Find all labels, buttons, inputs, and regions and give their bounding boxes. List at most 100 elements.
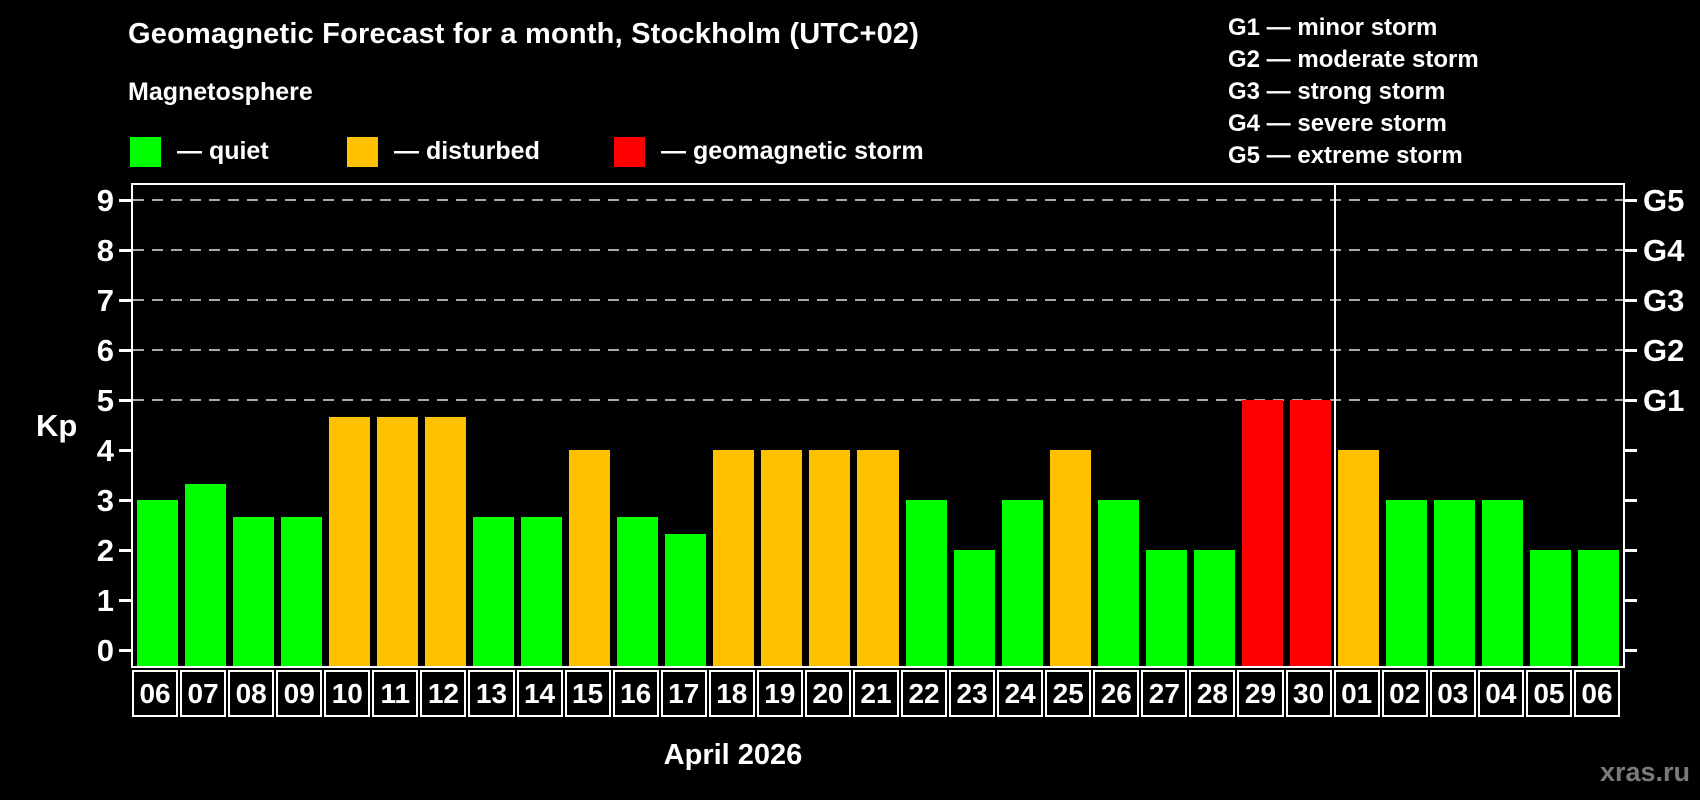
- bar-day-05: [1530, 550, 1572, 666]
- chart-title: Geomagnetic Forecast for a month, Stockh…: [128, 18, 920, 50]
- chart-subtitle: Magnetosphere: [128, 78, 313, 106]
- date-cell-01: 01: [1333, 670, 1380, 717]
- quiet-swatch-icon: [130, 136, 161, 167]
- bar-day-18: [713, 450, 755, 666]
- date-cell-18: 18: [708, 670, 755, 717]
- date-cell-30: 30: [1285, 670, 1332, 717]
- bar-day-19: [761, 450, 803, 666]
- date-cell-29: 29: [1237, 670, 1284, 717]
- right-tick-kp1: [1625, 598, 1637, 602]
- bar-day-06: [1578, 550, 1620, 666]
- date-cell-05: 05: [1525, 670, 1572, 717]
- legend-item-quiet: — quiet: [130, 136, 269, 167]
- right-tick-kp0: [1625, 648, 1637, 652]
- bar-day-25: [1049, 450, 1091, 666]
- left-tick-kp9: [119, 198, 131, 202]
- bar-day-06: [136, 500, 178, 666]
- bar-day-23: [953, 550, 995, 666]
- date-cell-28: 28: [1189, 670, 1236, 717]
- bar-day-16: [617, 516, 659, 666]
- gridline-kp5: [133, 399, 1623, 401]
- bar-day-29: [1241, 400, 1284, 666]
- date-cell-03: 03: [1429, 670, 1476, 717]
- date-cell-27: 27: [1141, 670, 1188, 717]
- bar-day-09: [280, 516, 322, 666]
- legend-label-disturbed: — disturbed: [394, 137, 540, 165]
- date-cell-09: 09: [276, 670, 323, 717]
- g-scale-legend: G1 — minor storm G2 — moderate storm G3 …: [1228, 12, 1479, 172]
- date-cell-02: 02: [1381, 670, 1428, 717]
- bar-day-21: [857, 450, 899, 666]
- date-cell-20: 20: [804, 670, 851, 717]
- date-row: 06 07 08 09 10 11 12 13 14 15 16 17 18 19 20 21 22 23 24 25…: [131, 670, 1625, 717]
- date-cell-12: 12: [420, 670, 467, 717]
- right-tick-kp5: [1625, 398, 1637, 402]
- legend-item-storm: — geomagnetic storm: [614, 136, 924, 167]
- date-cell-04: 04: [1477, 670, 1524, 717]
- bar-day-03: [1434, 500, 1476, 666]
- g-axis-label-g2: G2: [1643, 332, 1685, 368]
- bar-day-12: [424, 416, 466, 666]
- right-tick-kp6: [1625, 348, 1637, 352]
- bar-day-15: [569, 450, 611, 666]
- left-tick-kp4: [119, 448, 131, 452]
- bar-day-04: [1482, 500, 1524, 666]
- date-cell-16: 16: [612, 670, 659, 717]
- date-cell-23: 23: [949, 670, 996, 717]
- bar-day-17: [665, 533, 707, 666]
- ytick-label-1: 1: [96, 582, 114, 618]
- right-tick-kp9: [1625, 198, 1637, 202]
- bar-day-10: [328, 416, 370, 666]
- g-axis-label-g3: G3: [1643, 282, 1685, 318]
- left-tick-kp8: [119, 248, 131, 252]
- bar-day-20: [809, 450, 851, 666]
- bar-day-02: [1386, 500, 1428, 666]
- gridline-kp7: [133, 299, 1623, 301]
- y-axis-label: Kp: [36, 408, 78, 443]
- right-tick-kp7: [1625, 298, 1637, 302]
- bar-day-13: [472, 516, 514, 666]
- date-cell-06: 06: [132, 670, 179, 717]
- right-tick-kp4: [1625, 448, 1637, 452]
- ytick-label-8: 8: [96, 232, 114, 268]
- left-tick-kp3: [119, 498, 131, 502]
- date-cell-10: 10: [324, 670, 371, 717]
- date-cell-24: 24: [997, 670, 1044, 717]
- gridline-kp9: [133, 199, 1623, 201]
- ytick-label-6: 6: [96, 332, 114, 368]
- right-tick-kp2: [1625, 548, 1637, 552]
- date-cell-17: 17: [660, 670, 707, 717]
- g-legend-line-g4: G4 — severe storm: [1228, 110, 1447, 137]
- left-tick-kp7: [119, 298, 131, 302]
- legend-item-disturbed: — disturbed: [347, 136, 540, 167]
- date-cell-22: 22: [901, 670, 948, 717]
- date-cell-13: 13: [468, 670, 515, 717]
- plot-area: [133, 185, 1623, 666]
- bar-day-11: [376, 416, 418, 666]
- bar-day-27: [1145, 550, 1187, 666]
- bar-day-26: [1097, 500, 1139, 666]
- left-tick-kp6: [119, 348, 131, 352]
- left-tick-kp1: [119, 598, 131, 602]
- bar-day-14: [521, 516, 563, 666]
- ytick-label-2: 2: [96, 532, 114, 568]
- storm-swatch-icon: [614, 136, 645, 167]
- g-axis-label-g1: G1: [1643, 382, 1685, 418]
- date-cell-15: 15: [564, 670, 611, 717]
- g-axis-label-g5: G5: [1643, 182, 1685, 218]
- g-legend-line-g1: G1 — minor storm: [1228, 14, 1438, 41]
- bar-day-22: [905, 500, 947, 666]
- right-tick-kp8: [1625, 248, 1637, 252]
- bar-day-01: [1338, 450, 1380, 666]
- ytick-label-0: 0: [96, 632, 114, 668]
- ytick-label-9: 9: [96, 182, 114, 218]
- g-legend-line-g5: G5 — extreme storm: [1228, 142, 1463, 169]
- date-cell-21: 21: [852, 670, 900, 717]
- g-legend-line-g3: G3 — strong storm: [1228, 78, 1446, 105]
- date-cell-19: 19: [756, 670, 803, 717]
- gridline-kp8: [133, 249, 1623, 251]
- left-tick-kp2: [119, 548, 131, 552]
- date-cell-25: 25: [1045, 670, 1092, 717]
- plot-frame: [131, 183, 1625, 668]
